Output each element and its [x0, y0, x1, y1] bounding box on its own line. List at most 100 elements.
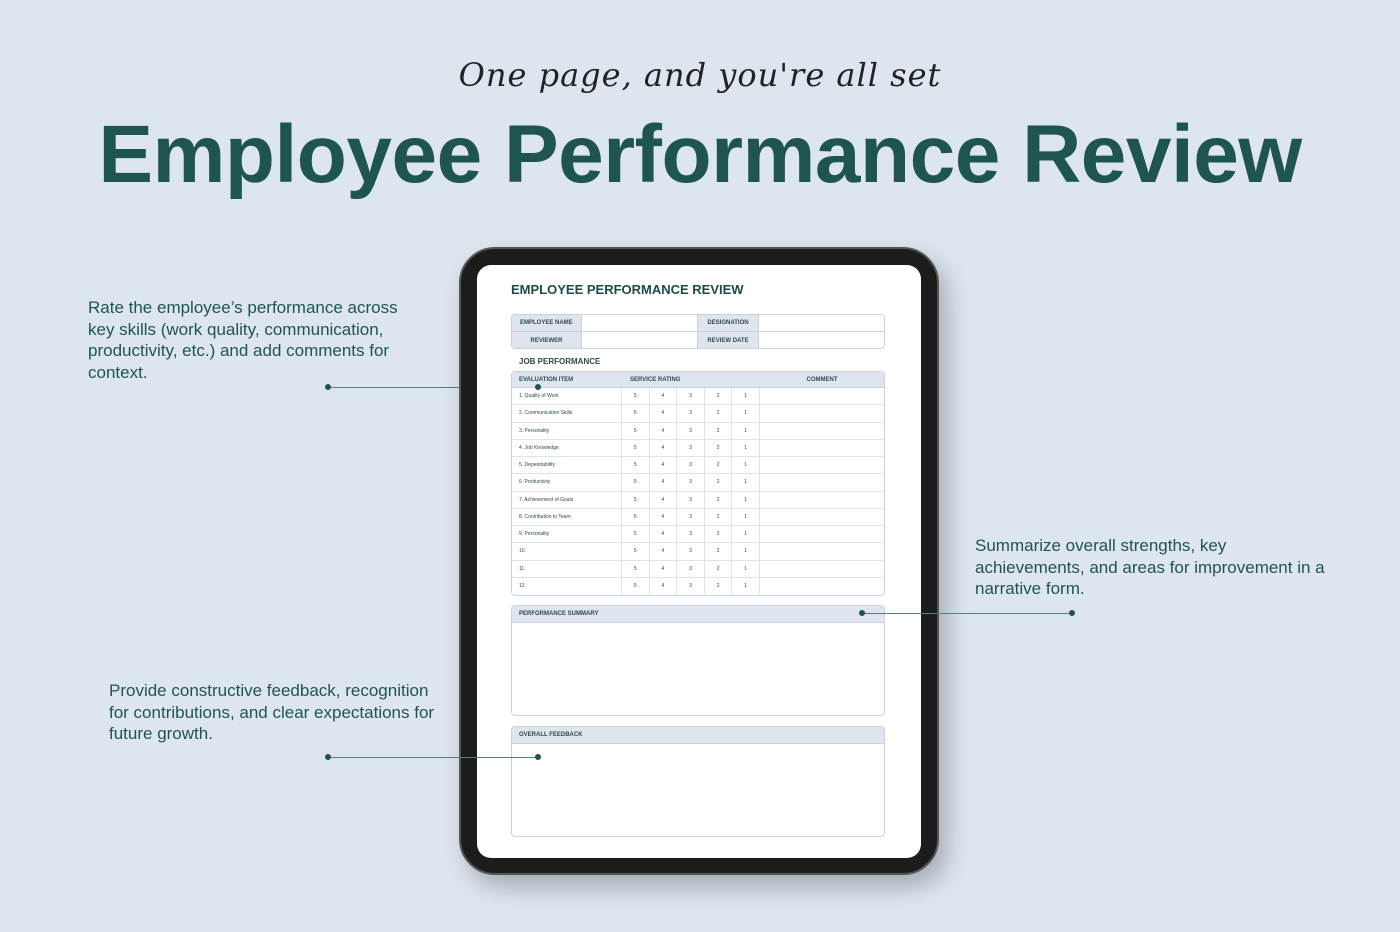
rating-option[interactable]: 4: [650, 405, 678, 422]
rating-option[interactable]: 3: [677, 491, 705, 508]
rating-option[interactable]: 2: [705, 457, 733, 474]
rating-option[interactable]: 2: [705, 508, 733, 525]
rating-option[interactable]: 1: [732, 577, 760, 595]
performance-summary-heading: PERFORMANCE SUMMARY: [512, 606, 884, 623]
rating-option[interactable]: 2: [705, 439, 733, 456]
rating-option[interactable]: 5: [622, 457, 650, 474]
rating-option[interactable]: 3: [677, 577, 705, 595]
rating-option[interactable]: 5: [622, 405, 650, 422]
rating-option[interactable]: 3: [677, 560, 705, 577]
rating-option[interactable]: 2: [705, 405, 733, 422]
comment-cell[interactable]: [760, 543, 884, 559]
rating-option[interactable]: 3: [677, 388, 705, 405]
evaluation-item: 12.: [512, 577, 622, 595]
rating-option[interactable]: 3: [677, 405, 705, 422]
rating-option[interactable]: 3: [677, 457, 705, 474]
comment-cell[interactable]: [760, 578, 884, 595]
comment-cell[interactable]: [760, 474, 884, 490]
rating-option[interactable]: 3: [677, 422, 705, 439]
rating-option[interactable]: 2: [705, 526, 733, 543]
table-row: 2. Communication Skills 5 4 3 2 1: [512, 405, 884, 423]
rating-option[interactable]: 1: [732, 508, 760, 525]
comment-cell[interactable]: [760, 561, 884, 577]
evaluation-item: 10.: [512, 543, 622, 560]
rating-option[interactable]: 3: [677, 526, 705, 543]
rating-option[interactable]: 1: [732, 543, 760, 560]
overall-feedback-box[interactable]: OVERALL FEEDBACK: [511, 726, 885, 837]
rating-option[interactable]: 5: [622, 543, 650, 560]
rating-option[interactable]: 3: [677, 543, 705, 560]
comment-cell[interactable]: [760, 440, 884, 456]
callout-dot: [535, 384, 541, 390]
rating-option[interactable]: 2: [705, 491, 733, 508]
reviewer-label: REVIEWER: [512, 332, 582, 348]
employee-name-field[interactable]: [582, 315, 698, 331]
comment-cell[interactable]: [760, 423, 884, 439]
rating-option[interactable]: 5: [622, 560, 650, 577]
info-table: EMPLOYEE NAME DESIGNATION REVIEWER REVIE…: [511, 314, 885, 349]
rating-option[interactable]: 5: [622, 577, 650, 595]
rating-option[interactable]: 4: [650, 543, 678, 560]
comment-cell[interactable]: [760, 405, 884, 421]
overall-feedback-heading: OVERALL FEEDBACK: [512, 727, 884, 744]
table-row: 7. Achievement of Goals 5 4 3 2 1: [512, 491, 884, 509]
rating-option[interactable]: 1: [732, 457, 760, 474]
review-date-field[interactable]: [759, 332, 884, 348]
reviewer-field[interactable]: [582, 332, 698, 348]
rating-option[interactable]: 1: [732, 526, 760, 543]
rating-option[interactable]: 2: [705, 577, 733, 595]
rating-option[interactable]: 1: [732, 439, 760, 456]
callout-line-rate: [328, 387, 538, 388]
evaluation-item: 3. Personality: [512, 422, 622, 439]
callout-line-feedback: [328, 757, 538, 758]
table-row: 6. Productivity 5 4 3 2 1: [512, 474, 884, 492]
rating-option[interactable]: 2: [705, 543, 733, 560]
rating-option[interactable]: 3: [677, 508, 705, 525]
designation-label: DESIGNATION: [698, 315, 759, 331]
callout-dot: [325, 754, 331, 760]
table-row: 8. Contribution to Team 5 4 3 2 1: [512, 508, 884, 526]
callout-dot: [535, 754, 541, 760]
rating-option[interactable]: 4: [650, 422, 678, 439]
rating-option[interactable]: 2: [705, 474, 733, 491]
rating-option[interactable]: 4: [650, 577, 678, 595]
rating-option[interactable]: 1: [732, 405, 760, 422]
designation-field[interactable]: [759, 315, 884, 331]
rating-option[interactable]: 5: [622, 526, 650, 543]
rating-option[interactable]: 5: [622, 439, 650, 456]
evaluation-item: 5. Dependability: [512, 457, 622, 474]
table-row: 3. Personality 5 4 3 2 1: [512, 422, 884, 440]
evaluation-item: 7. Achievement of Goals: [512, 491, 622, 508]
rating-option[interactable]: 4: [650, 560, 678, 577]
comment-cell[interactable]: [760, 457, 884, 473]
comment-cell[interactable]: [760, 388, 884, 404]
rating-option[interactable]: 2: [705, 422, 733, 439]
comment-cell[interactable]: [760, 526, 884, 542]
rating-option[interactable]: 3: [677, 439, 705, 456]
rating-option[interactable]: 2: [705, 388, 733, 405]
rating-option[interactable]: 4: [650, 439, 678, 456]
rating-option[interactable]: 1: [732, 474, 760, 491]
rating-option[interactable]: 1: [732, 388, 760, 405]
rating-option[interactable]: 4: [650, 457, 678, 474]
rating-option[interactable]: 4: [650, 474, 678, 491]
callout-dot: [1069, 610, 1075, 616]
rating-option[interactable]: 1: [732, 560, 760, 577]
rating-option[interactable]: 5: [622, 388, 650, 405]
comment-cell[interactable]: [760, 509, 884, 525]
rating-option[interactable]: 5: [622, 474, 650, 491]
rating-option[interactable]: 1: [732, 422, 760, 439]
performance-summary-box[interactable]: PERFORMANCE SUMMARY: [511, 605, 885, 716]
comment-cell[interactable]: [760, 492, 884, 508]
rating-option[interactable]: 5: [622, 422, 650, 439]
callout-summary: Summarize overall strengths, key achieve…: [975, 536, 1325, 598]
rating-option[interactable]: 4: [650, 491, 678, 508]
rating-option[interactable]: 1: [732, 491, 760, 508]
rating-option[interactable]: 4: [650, 526, 678, 543]
rating-option[interactable]: 5: [622, 491, 650, 508]
rating-option[interactable]: 5: [622, 508, 650, 525]
rating-option[interactable]: 4: [650, 508, 678, 525]
rating-option[interactable]: 2: [705, 560, 733, 577]
rating-option[interactable]: 3: [677, 474, 705, 491]
rating-option[interactable]: 4: [650, 388, 678, 405]
